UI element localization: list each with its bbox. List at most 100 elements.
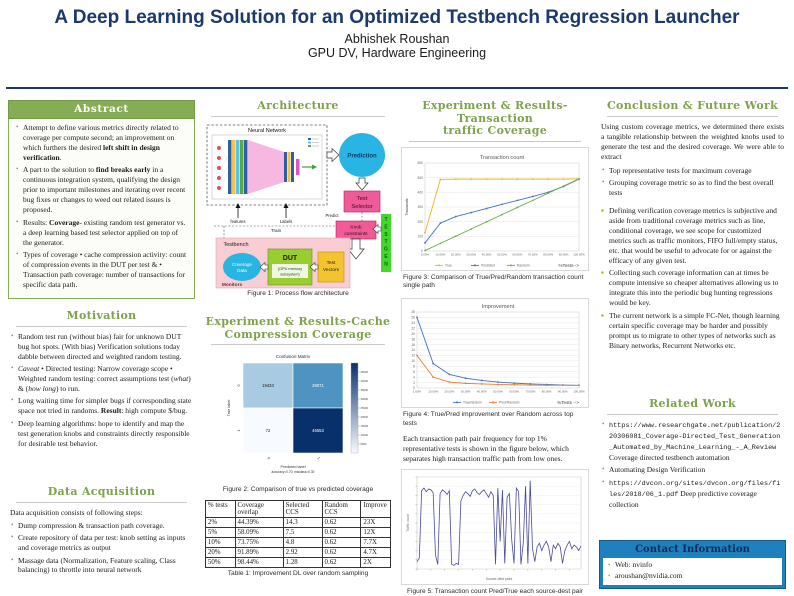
list-item: Deep learning algorithms: hope to identi… [10, 419, 193, 449]
train-label: Train [271, 228, 282, 233]
list-item: Collecting such coverage information can… [601, 268, 784, 308]
future-work-list: Defining verification coverage metrics i… [599, 206, 786, 351]
svg-text:Transaction count: Transaction count [480, 155, 525, 161]
figure-2-confusion-matrix: Confusion Matrix 19433 28071 72 46553 0 1 0 1 Tru… [203, 350, 393, 484]
svg-text:1: 1 [237, 430, 241, 432]
column-header: % tests [204, 500, 236, 518]
page-title: A Deep Learning Solution for an Optimize… [54, 7, 740, 28]
data-acquisition-intro: Data acquisition consists of following s… [10, 507, 143, 517]
svg-text:100.00%: 100.00% [573, 253, 585, 257]
testgen-box [381, 213, 391, 272]
svg-text:200: 200 [417, 220, 423, 224]
svg-text:400: 400 [417, 190, 423, 194]
table-cell: 7.7X [360, 537, 392, 548]
svg-text:500: 500 [417, 176, 423, 180]
figure-3-transaction-count: 0 100 200 300 400 500 600 0.00% 10.00% 20.00% 30.0… [401, 146, 589, 271]
list-item: Long waiting time for simpler bugs if co… [10, 396, 193, 416]
svg-text:28: 28 [411, 311, 415, 315]
section-title-line: traffic Coverage [442, 124, 548, 138]
svg-text:20.00%: 20.00% [451, 253, 461, 257]
svg-text:10.00%: 10.00% [428, 390, 438, 394]
arrow-nn-to-prediction [326, 147, 340, 162]
conclusion-list: Top representative tests for maximum cov… [599, 166, 786, 198]
table-cell: 4.8 [282, 537, 323, 548]
nn-layers [228, 139, 317, 194]
table-cell: 10% [204, 537, 236, 548]
contact-email[interactable]: aroushan@nvidia.com [607, 571, 778, 582]
section-title-architecture: Architecture [257, 99, 339, 112]
svg-text:Random: Random [517, 264, 530, 268]
related-link-item[interactable]: https://dvcon.org/sites/dvcon.org/files/… [601, 478, 784, 510]
list-item: Top representative tests for maximum cov… [601, 166, 784, 176]
predict-label: Predict [325, 213, 339, 218]
results-table: % tests Coverage overlap Selected CCS Ra… [204, 500, 392, 568]
svg-text:10: 10 [411, 359, 415, 363]
table-row: 2% 44.39% 14.3 0.62 23X [204, 517, 392, 528]
svg-text:accuracy=0.70; misclass=0.30: accuracy=0.70; misclass=0.30 [272, 470, 315, 474]
svg-text:0: 0 [421, 249, 423, 253]
column-2: Architecture Neural Network [203, 96, 393, 596]
svg-text:50.00%: 50.00% [497, 253, 507, 257]
table-row: 5% 58.09% 7.5 0.62 12X [204, 527, 392, 538]
svg-text:Confusion Matrix: Confusion Matrix [276, 354, 311, 359]
svg-text:70.00%: 70.00% [525, 390, 535, 394]
svg-text:Improvement: Improvement [482, 304, 515, 310]
list-item: Defining verification coverage metrics i… [601, 206, 784, 266]
section-title-cache-coverage: Experiment & Results-Cache Compression C… [203, 315, 393, 341]
conclusion-block: Conclusion & Future Work Using custom co… [599, 99, 786, 353]
figure-4-caption: Figure 4: True/Pred improvement over Ran… [403, 411, 574, 427]
dut-sublabel: (GPU memory [278, 267, 302, 271]
table-cell: 50% [204, 557, 236, 568]
column-header: Improve [360, 500, 392, 518]
svg-text:Source-dest pairs: Source-dest pairs [486, 577, 513, 581]
transaction-paragraph: Each transaction path pair frequency for… [403, 433, 569, 463]
svg-text:2: 2 [413, 381, 415, 385]
svg-text:20: 20 [411, 332, 415, 336]
svg-text:6: 6 [413, 370, 415, 374]
svg-text:20000: 20000 [361, 415, 369, 419]
table-1-caption: Table 1: Improvement DL over random samp… [227, 570, 369, 577]
knob-constraints-label: constraints [344, 231, 368, 237]
author-affiliation: GPU DV, Hardware Engineering [307, 45, 487, 60]
table-cell: 0.62 [321, 537, 362, 548]
section-rule [211, 115, 385, 117]
section-title-line: Compression Coverage [224, 327, 372, 341]
svg-text:20.00%: 20.00% [444, 390, 454, 394]
list-item: Create repository of data per test: knob… [10, 533, 193, 553]
svg-text:46553: 46553 [312, 428, 324, 433]
prediction-label: Prediction [347, 153, 377, 159]
results-table-block: % tests Coverage overlap Selected CCS Ra… [203, 500, 393, 578]
related-link-item[interactable]: https://www.researchgate.net/publication… [601, 420, 784, 463]
cache-coverage-block: Experiment & Results-Cache Compression C… [203, 315, 393, 495]
svg-text:4: 4 [413, 376, 415, 380]
section-title-related-work: Related Work [649, 397, 736, 410]
svg-text:0: 0 [413, 387, 415, 391]
column-header: Selected CCS [282, 500, 323, 518]
abstract-block: Abstract Attempt to define various metri… [8, 100, 195, 299]
list-item: Random test run (without bias) fair for … [10, 332, 193, 362]
author-name: Abhishek Roushan [344, 31, 450, 46]
poster-header: A Deep Learning Solution for an Optimize… [0, 0, 794, 60]
architecture-diagram: Neural Network [206, 124, 391, 288]
labels-label: Labels [280, 219, 292, 224]
svg-text:90.00%: 90.00% [559, 253, 569, 257]
svg-text:%Tests-->: %Tests--> [558, 263, 579, 268]
svg-text:10.00%: 10.00% [435, 253, 445, 257]
table-cell: 2% [204, 517, 236, 528]
table-cell: 0.62 [321, 517, 362, 528]
svg-text:1.00%: 1.00% [413, 390, 422, 394]
svg-text:15000: 15000 [361, 424, 369, 428]
svg-text:24: 24 [411, 321, 415, 325]
svg-text:%Tests -->: %Tests --> [557, 400, 579, 405]
table-cell: 23X [360, 517, 392, 528]
column-3: Experiment & Results-Transaction traffic… [401, 96, 589, 596]
svg-text:90.00%: 90.00% [558, 390, 568, 394]
list-item: Results: Coverage- existing random test … [15, 218, 188, 248]
table-cell: 1.28 [282, 557, 323, 568]
svg-text:True label: True label [227, 400, 231, 417]
data-acquisition-list: Dump compression & transaction path cove… [8, 521, 195, 576]
section-rule [409, 140, 581, 142]
abstract-title: Abstract [8, 100, 195, 119]
svg-text:0: 0 [267, 456, 271, 460]
svg-text:300: 300 [417, 205, 423, 209]
